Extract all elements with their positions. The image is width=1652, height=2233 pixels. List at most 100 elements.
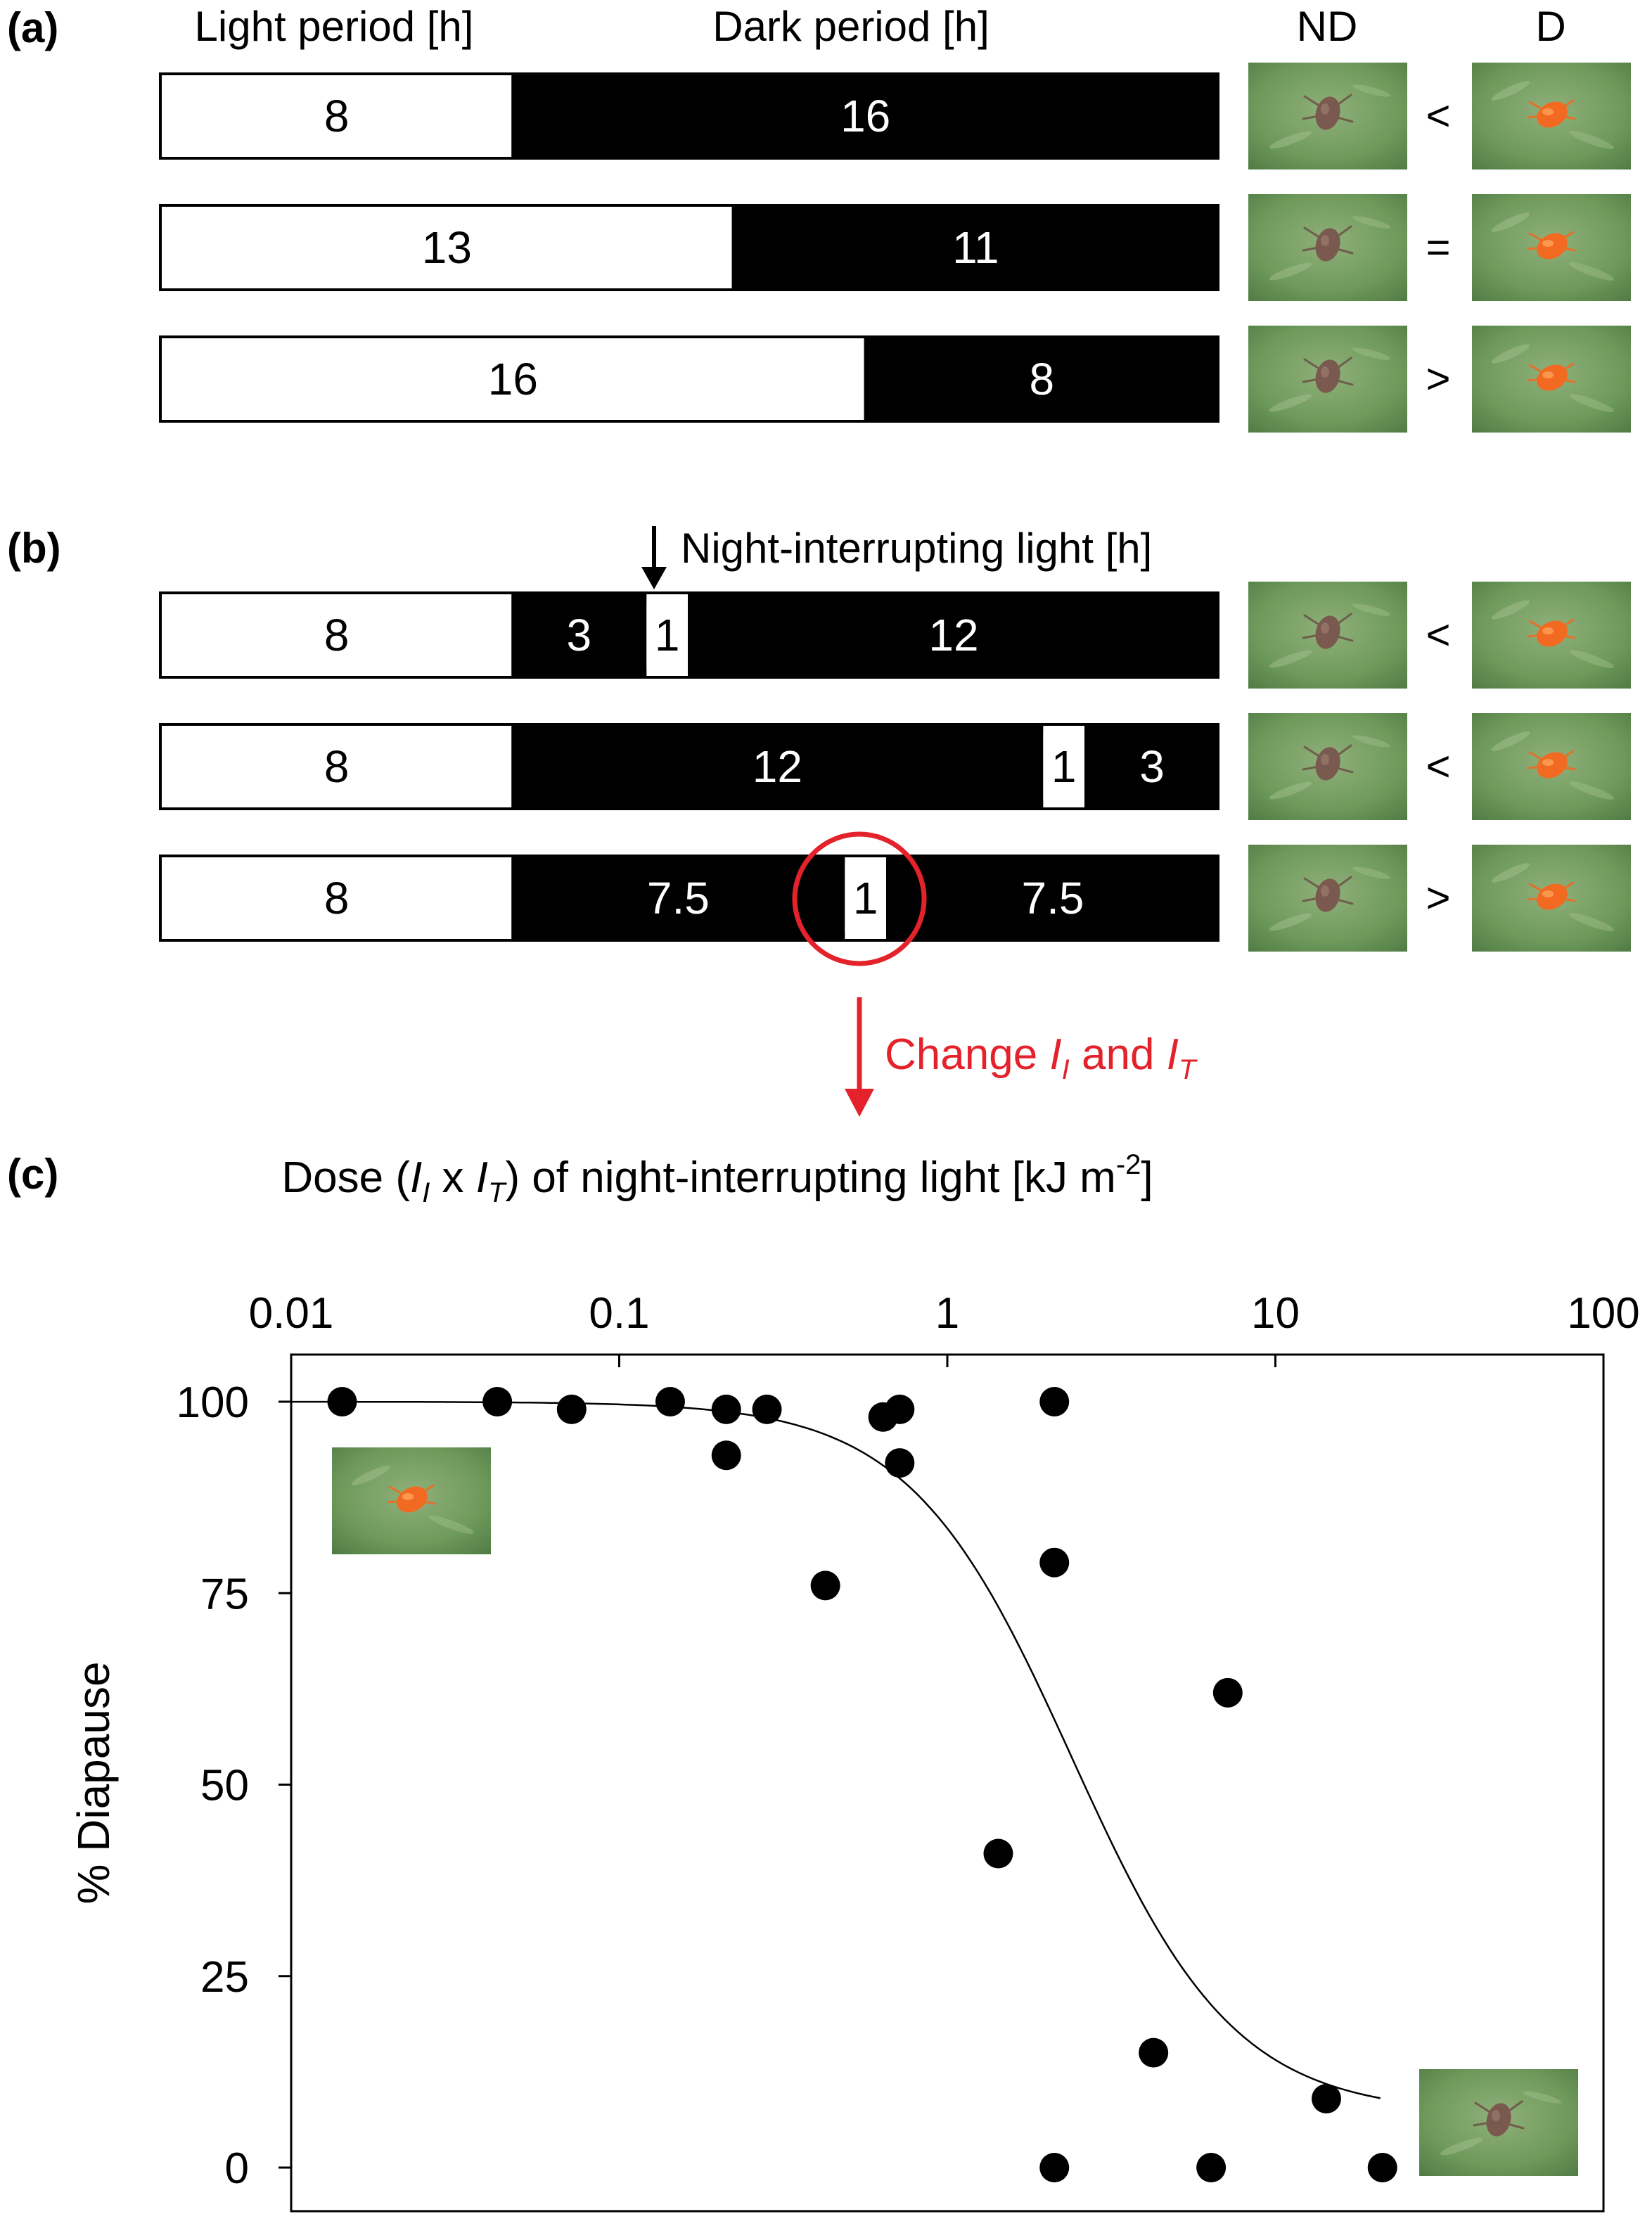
data-point-10 [885,1394,915,1424]
panel-b-row-1-relation: < [1426,611,1450,658]
x-tick-label: 0.01 [249,1289,334,1338]
panel-b-row-2-nd-photo [1248,713,1407,820]
y-tick-label: 50 [200,1762,249,1810]
panel-b-row-3-segment-4 [886,855,1219,942]
title-part-5: T [488,1177,507,1208]
x-tick-label: 100 [1567,1289,1639,1338]
data-point-14 [1039,1547,1070,1578]
y-tick-label: 75 [200,1570,249,1618]
panel-b-row-1-segment-1 [159,591,515,679]
panel-b-row-3-outline [159,855,1219,942]
data-point-18 [1212,1677,1243,1708]
panel-b-row-3-nd-photo [1248,845,1407,952]
data-point-11 [885,1448,915,1478]
title-part-7: -2 [1116,1149,1141,1180]
data-point-15 [1039,2153,1070,2182]
panel-b-row-2-segment-2 [511,723,1044,810]
data-point-17 [1196,2153,1227,2182]
panel-b-row-3-segment-3 [845,864,886,932]
dark-period-header: Dark period [h] [712,3,990,50]
panel-b-row-2-outline [159,723,1219,810]
x-tick-label: 10 [1251,1289,1300,1338]
y-tick-label: 0 [225,2144,249,2193]
panel-c-label: (c) [7,1151,58,1198]
title-part-6: ) of night-interrupting light [kJ m [505,1153,1115,1202]
data-point-19 [1311,2083,1341,2113]
data-point-3 [556,1394,587,1424]
panel-a-row-1: 8 16 < [159,63,1631,169]
panel-a-row-3: 16 8 > [159,326,1631,433]
data-point-16 [1139,2037,1169,2068]
x-tick-label: 1 [935,1289,959,1338]
panel-a-row-1-outline [159,72,1219,160]
data-point-13 [1039,1387,1070,1416]
panel-a-row-1-segment-1-label: 8 [324,91,350,141]
panel-b-row-2-d-photo [1472,713,1631,820]
panel-a-label: (a) [7,4,58,51]
panel-a-rows: 8 16 <13 11 = 16 8 > [159,63,1631,433]
y-tick-label: 100 [177,1378,249,1427]
change-prefix: Change [885,1030,1037,1079]
data-point-20 [1367,2153,1397,2182]
light-period-header: Light period [h] [195,3,474,50]
panel-b-row-1-segment-2-label: 3 [567,610,592,660]
panel-a-row-1-segment-2-label: 16 [840,91,890,141]
panel-a-row-2-segment-1-label: 13 [422,222,472,273]
title-part-3: x [430,1153,475,1202]
panel-b-row-2-segment-3-label: 1 [1051,741,1077,792]
change-label: Change II and IT [885,1030,1198,1085]
title-part-0: Dose ( [281,1153,410,1202]
data-point-4 [655,1387,685,1416]
panel-b-row-3-relation: > [1426,874,1450,921]
panel-a-row-1-d-photo [1472,63,1631,169]
panel-b-row-2-segment-1-label: 8 [324,741,350,792]
nil-arrow [641,526,667,589]
panel-b-row-3: 8 7.5 1 7.5 > [159,845,1631,952]
d-header: D [1535,3,1565,50]
change-intensity-sub: I [1062,1054,1070,1085]
panel-b-rows: 8 3 1 12 <8 12 1 3 <8 7.5 1 7.5 > [159,582,1631,952]
title-part-1: I [410,1153,422,1202]
x-axis: 0.01 0.1 1 10 100 [249,1289,1640,1367]
panel-a-row-1-segment-2 [511,72,1219,160]
title-part-4: I [476,1153,488,1202]
panel-b-row-1-segment-3-label: 1 [655,610,680,660]
x-tick-label: 0.1 [589,1289,649,1338]
data-point-8 [810,1570,840,1601]
data-point-7 [711,1440,741,1471]
panel-b-row-1-segment-1-label: 8 [324,610,350,660]
change-time-sub: T [1179,1054,1198,1085]
data-points [327,1387,1397,2182]
panel-a-row-3-relation: > [1426,355,1450,402]
panel-a-row-1-nd-photo [1248,63,1407,169]
panel-b-row-1-outline [159,591,1219,679]
panel-b-row-1: 8 3 1 12 < [159,582,1631,689]
y-axis-label: % Diapause [68,1661,119,1904]
panel-b-row-3-segment-1-label: 8 [324,873,350,923]
panel-b-row-1-d-photo [1472,582,1631,689]
data-point-6 [752,1394,782,1424]
panel-b-label: (b) [7,525,61,572]
highlight-circle [792,831,927,966]
panel-b-row-3-segment-3-label: 1 [853,873,878,923]
panel-a-row-2: 13 11 = [159,194,1631,301]
non-diapause-mite-photo [1419,2069,1578,2176]
panel-b-row-1-segment-2 [511,591,647,679]
panel-a-row-2-outline [159,204,1219,291]
data-point-12 [983,1838,1013,1869]
panel-b-row-3-segment-2 [511,855,845,942]
change-intensity-symbol: I [1049,1030,1061,1079]
panel-b-row-2-segment-3 [1043,733,1084,800]
panel-b-row-1-nd-photo [1248,582,1407,689]
data-point-1 [327,1387,357,1416]
panel-a-row-2-d-photo [1472,194,1631,301]
title-part-2: I [422,1177,430,1208]
panel-a-row-2-segment-2-label: 11 [952,222,999,273]
panel-a-row-3-nd-photo [1248,326,1407,433]
diapause-mite-photo [332,1447,491,1554]
panel-a-row-3-d-photo [1472,326,1631,433]
panel-b-row-1-segment-4-label: 12 [928,610,978,660]
panel-b-row-1-segment-3 [646,601,688,669]
change-time-symbol: I [1167,1030,1179,1079]
